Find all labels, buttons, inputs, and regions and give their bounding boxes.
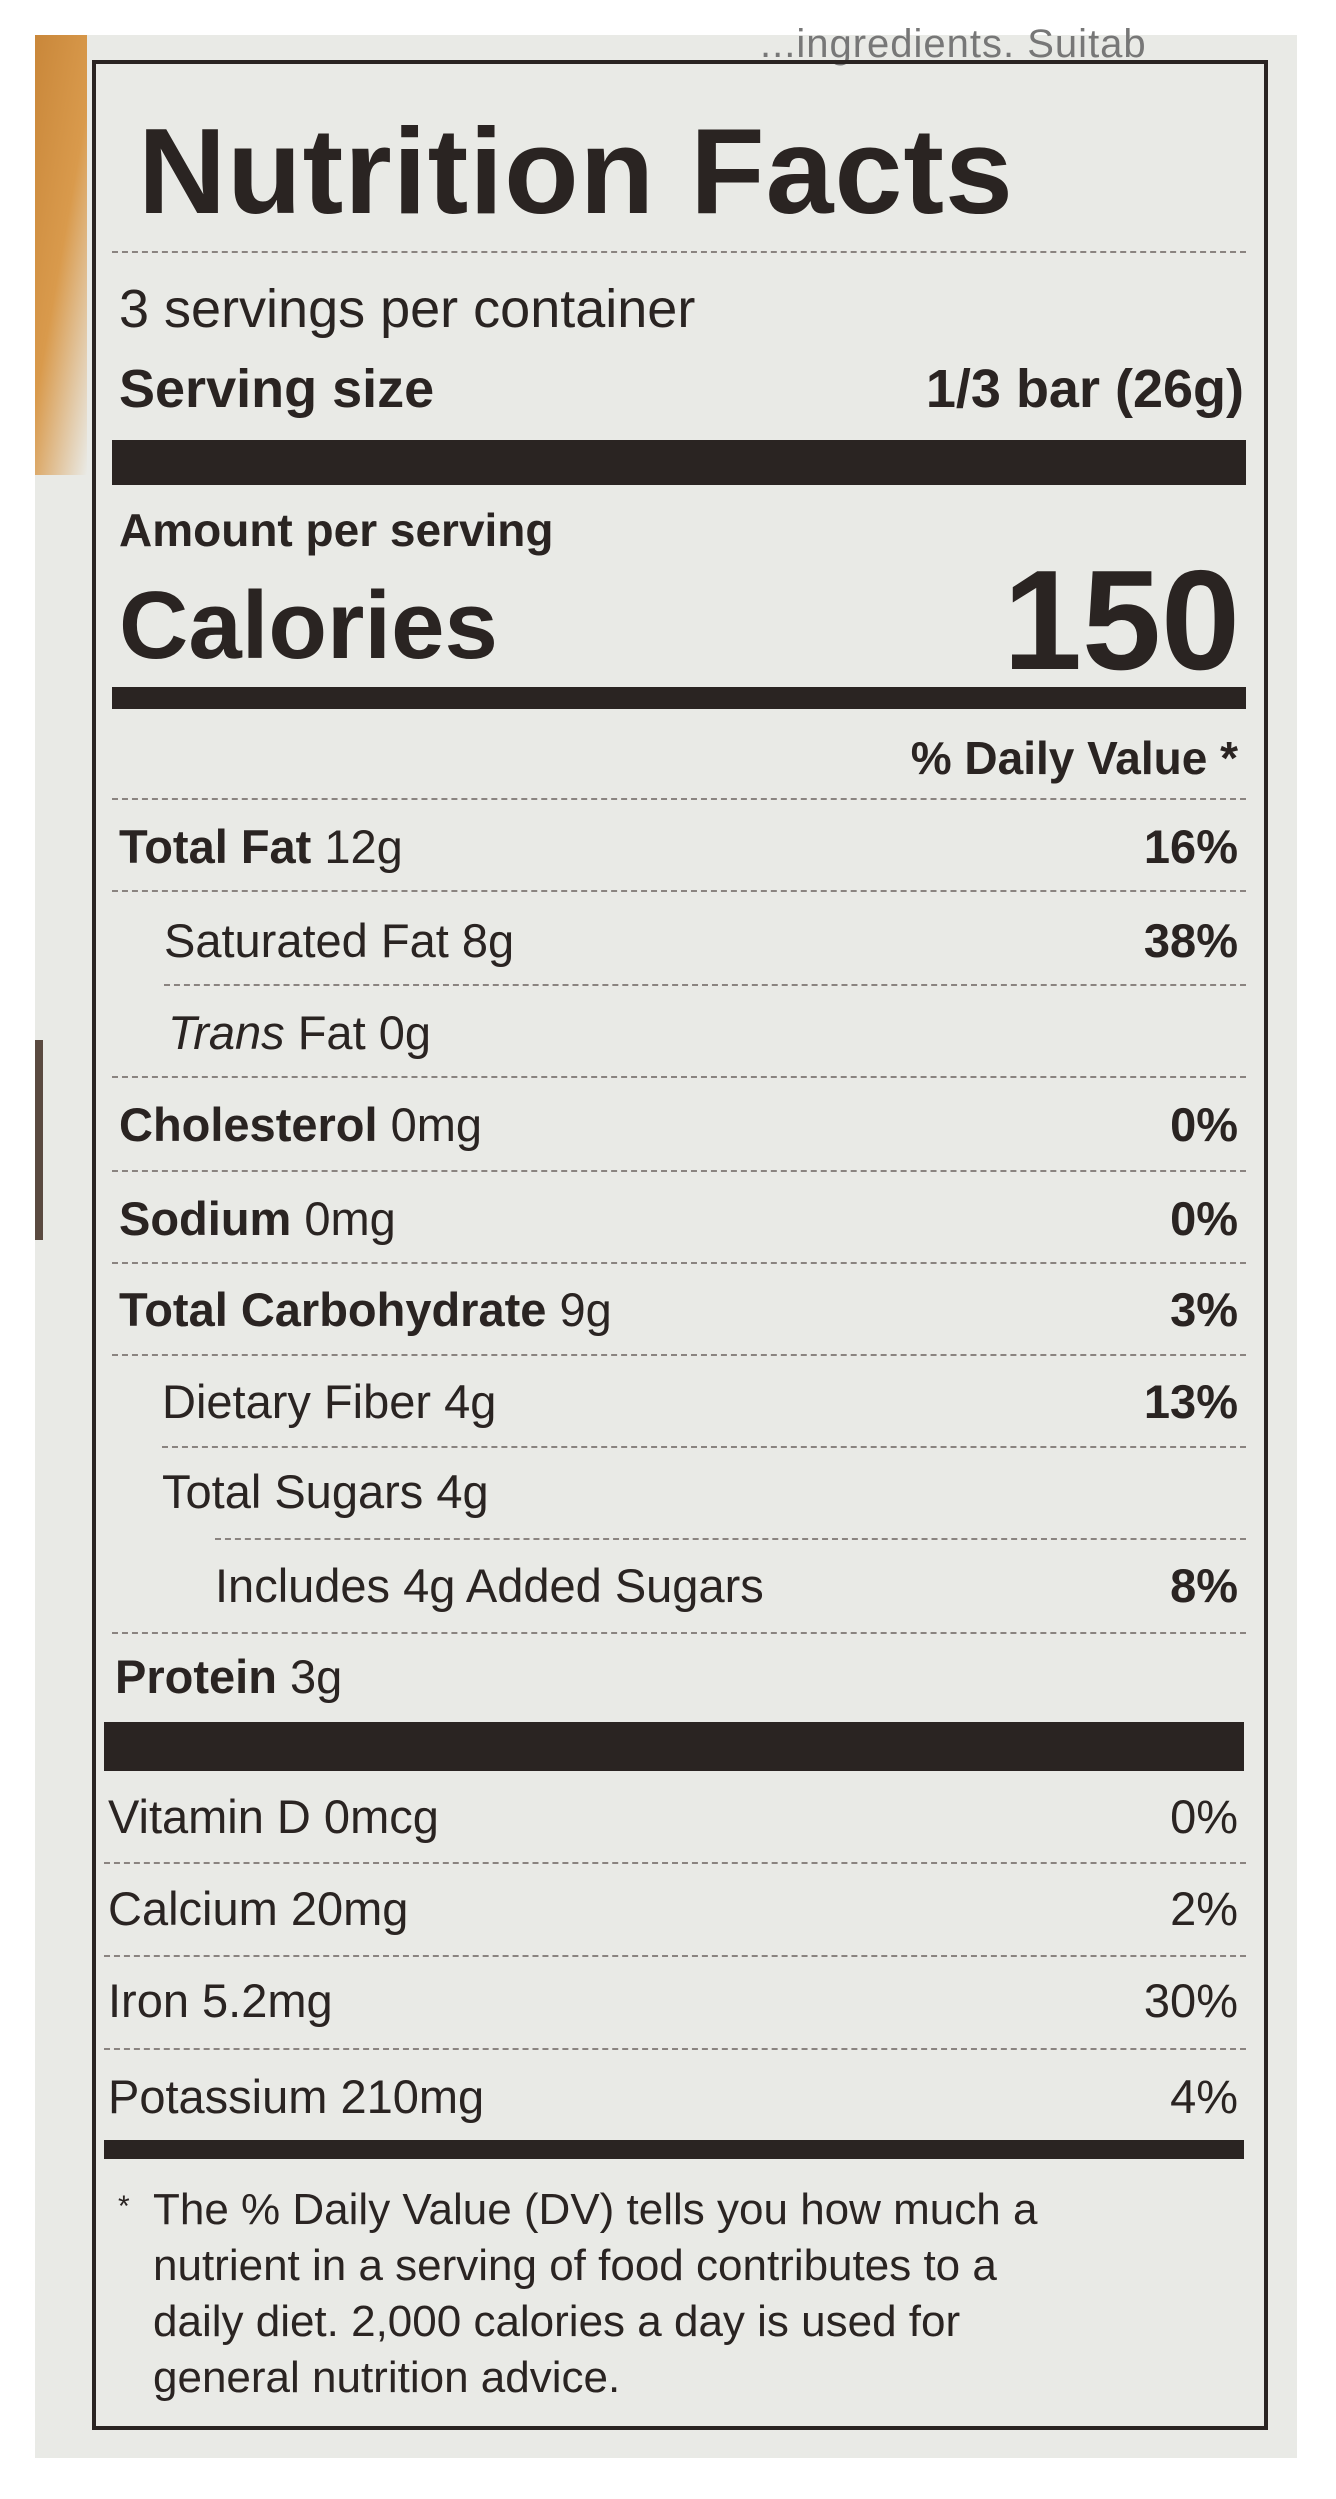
nutrient-name: Sodium bbox=[119, 1192, 292, 1245]
thick-divider bbox=[104, 1722, 1244, 1771]
nutrient-amount: 0mg bbox=[304, 1192, 396, 1245]
nutrient-dv: 8% bbox=[1170, 1559, 1238, 1612]
nutrient-dv: 0% bbox=[1170, 1192, 1238, 1245]
daily-value-header: % Daily Value * bbox=[910, 732, 1238, 784]
nutrient-amount: 8g bbox=[461, 914, 515, 967]
divider bbox=[164, 984, 1246, 986]
nutrient-total-carbohydrate: Total Carbohydrate 9g bbox=[119, 1286, 612, 1333]
nutrient-amount: 3g bbox=[289, 1650, 343, 1703]
medium-divider bbox=[104, 2140, 1244, 2159]
nutrient-name: Total Sugars bbox=[162, 1465, 424, 1518]
nutrient-name: Cholesterol bbox=[119, 1098, 378, 1151]
nutrient-amount: 0g bbox=[378, 1006, 431, 1059]
nutrient-dv: 3% bbox=[1170, 1283, 1238, 1336]
nutrient-dv: 13% bbox=[1143, 1375, 1238, 1428]
nutrient-name: Total Fat bbox=[119, 820, 312, 873]
footnote-line: daily diet. 2,000 calories a day is used… bbox=[153, 2297, 961, 2346]
divider bbox=[112, 890, 1246, 892]
serving-size-value: 1/3 bar (26g) bbox=[925, 359, 1244, 419]
nutrient-name: Fat bbox=[297, 1006, 366, 1059]
nutrient-added-sugars: Includes 4g Added Sugars bbox=[215, 1559, 764, 1612]
nutrient-dv: 38% bbox=[1143, 914, 1238, 967]
nutrient-cholesterol: Cholesterol 0mg bbox=[119, 1101, 482, 1148]
nutrient-name-italic: Trans bbox=[168, 1006, 285, 1059]
divider bbox=[162, 1446, 1246, 1448]
packaging-graphic bbox=[35, 35, 87, 475]
vitamin-dv: 0% bbox=[1170, 1790, 1238, 1843]
nutrient-amount: 12g bbox=[324, 820, 403, 873]
background-package-text: ...ingredients. Suitab bbox=[760, 22, 1147, 66]
nutrient-total-sugars: Total Sugars 4g bbox=[162, 1468, 489, 1515]
nutrient-dv: 16% bbox=[1143, 820, 1238, 873]
divider bbox=[112, 1632, 1246, 1634]
nutrient-protein: Protein 3g bbox=[115, 1653, 342, 1700]
nutrient-amount: 0mg bbox=[390, 1098, 483, 1151]
divider bbox=[104, 1955, 1246, 1957]
vitamin-d: Vitamin D 0mcg bbox=[108, 1790, 439, 1843]
calcium: Calcium 20mg bbox=[108, 1882, 409, 1935]
nutrient-dietary-fiber: Dietary Fiber 4g bbox=[162, 1378, 496, 1425]
nutrient-trans-fat: Trans Fat 0g bbox=[168, 1009, 431, 1056]
nutrient-amount: 9g bbox=[559, 1283, 612, 1336]
divider bbox=[215, 1538, 1246, 1540]
nutrient-name: Saturated Fat bbox=[164, 914, 449, 967]
nutrient-name: Total Carbohydrate bbox=[119, 1283, 547, 1336]
iron: Iron 5.2mg bbox=[108, 1974, 333, 2027]
divider bbox=[112, 798, 1246, 800]
nutrient-dv: 0% bbox=[1170, 1098, 1238, 1151]
panel-title: Nutrition Facts bbox=[138, 103, 1014, 239]
amount-per-serving: Amount per serving bbox=[119, 504, 554, 556]
nutrient-total-fat: Total Fat 12g bbox=[119, 823, 403, 870]
calories-label: Calories bbox=[119, 572, 498, 679]
vitamin-dv: 4% bbox=[1170, 2070, 1238, 2123]
footnote-line: The % Daily Value (DV) tells you how muc… bbox=[153, 2185, 1038, 2234]
footnote-asterisk: * bbox=[118, 2190, 130, 2223]
nutrient-amount: 4g bbox=[444, 1375, 497, 1428]
serving-size-label: Serving size bbox=[119, 359, 435, 419]
divider bbox=[104, 2048, 1246, 2050]
footnote-line: nutrient in a serving of food contribute… bbox=[153, 2241, 997, 2290]
footnote-line: general nutrition advice. bbox=[153, 2353, 621, 2402]
servings-per-container: 3 servings per container bbox=[119, 279, 696, 339]
divider bbox=[112, 1076, 1246, 1078]
thick-divider bbox=[112, 440, 1246, 485]
nutrient-saturated-fat: Saturated Fat 8g bbox=[164, 917, 514, 964]
nutrient-sodium: Sodium 0mg bbox=[119, 1195, 396, 1242]
packaging-edge bbox=[35, 1040, 43, 1240]
divider bbox=[112, 1354, 1246, 1356]
divider bbox=[112, 1262, 1246, 1264]
potassium: Potassium 210mg bbox=[108, 2070, 485, 2123]
nutrition-facts-panel bbox=[92, 60, 1268, 2430]
vitamin-dv: 2% bbox=[1170, 1882, 1238, 1935]
divider bbox=[104, 1862, 1246, 1864]
divider bbox=[112, 251, 1246, 253]
nutrient-name: Dietary Fiber bbox=[162, 1375, 432, 1428]
medium-divider bbox=[112, 687, 1246, 709]
product-photo-background bbox=[35, 35, 1297, 2458]
vitamin-dv: 30% bbox=[1143, 1974, 1238, 2027]
calories-value: 150 bbox=[1003, 541, 1240, 700]
nutrient-amount: 4g bbox=[436, 1465, 489, 1518]
nutrient-name: Protein bbox=[115, 1650, 277, 1703]
divider bbox=[112, 1170, 1246, 1172]
